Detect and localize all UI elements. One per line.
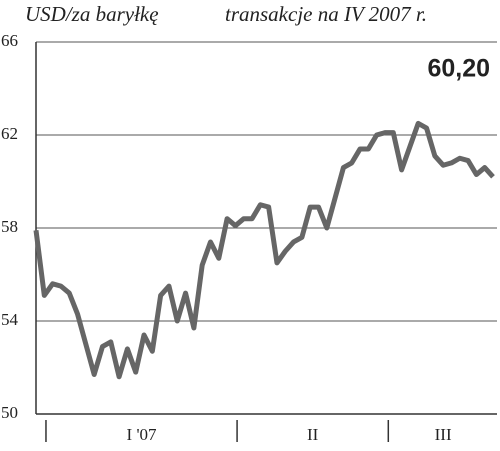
- chart-subtitle: transakcje na IV 2007 r.: [225, 2, 427, 26]
- period-label: I '07: [127, 425, 157, 444]
- period-label: III: [435, 425, 452, 444]
- period-label: II: [307, 425, 319, 444]
- chart-title: USD/za baryłkę: [25, 2, 159, 26]
- y-tick-label: 58: [1, 217, 18, 236]
- y-tick-label: 62: [1, 124, 18, 143]
- last-value-annotation: 60,20: [427, 55, 490, 83]
- price-line: [33, 120, 495, 380]
- y-tick-label: 54: [1, 310, 19, 329]
- y-tick-label: 50: [1, 403, 18, 422]
- y-tick-label: 66: [1, 31, 18, 50]
